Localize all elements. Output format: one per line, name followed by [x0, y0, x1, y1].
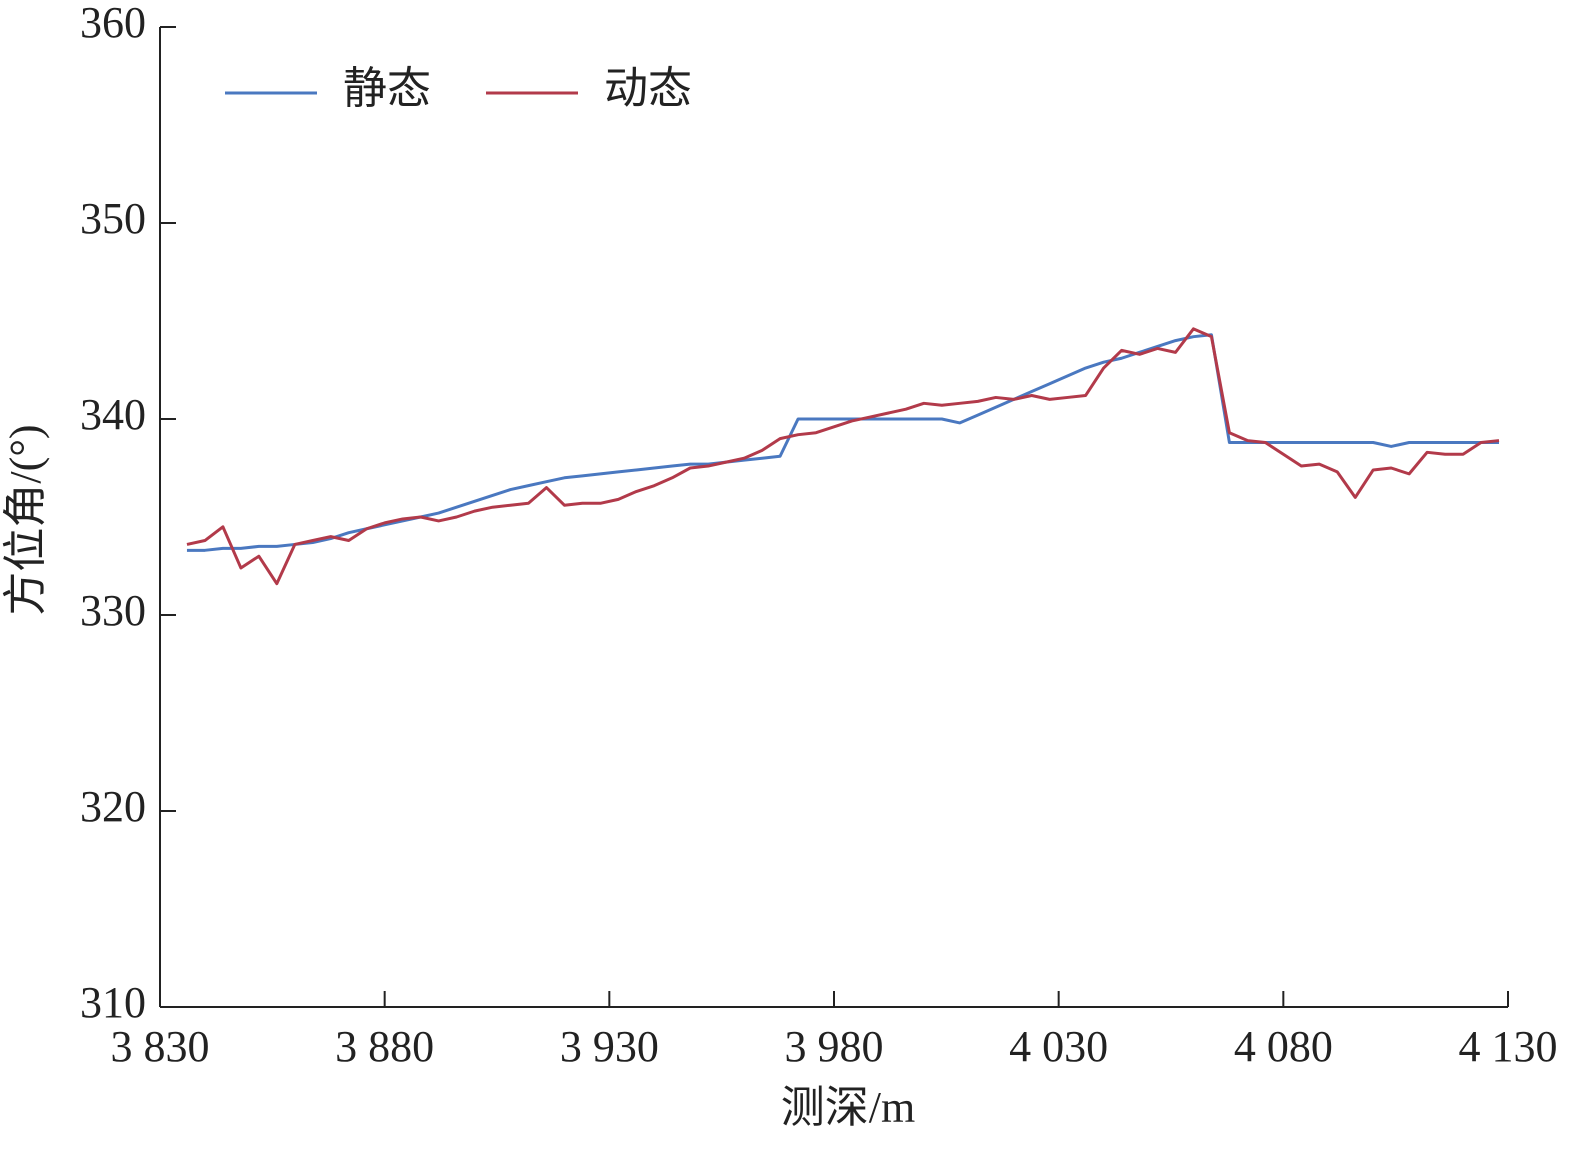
- legend-label: 动态: [604, 64, 692, 113]
- y-tick-label: 350: [80, 194, 146, 243]
- x-tick-label: 3 930: [560, 1022, 659, 1071]
- x-axis-label: 测深/m: [781, 1083, 915, 1132]
- x-tick-label: 4 130: [1459, 1022, 1558, 1071]
- y-tick-label: 330: [80, 586, 146, 635]
- y-axis-label: 方位角/(°): [1, 424, 50, 615]
- legend-label: 静态: [343, 64, 431, 113]
- y-tick-label: 310: [80, 978, 146, 1027]
- y-tick-label: 360: [80, 0, 146, 47]
- y-tick-label: 340: [80, 390, 146, 439]
- x-tick-label: 3 880: [335, 1022, 434, 1071]
- series-line: [186, 333, 1500, 552]
- series-line: [186, 327, 1500, 586]
- x-tick-label: 3 980: [785, 1022, 884, 1071]
- x-tick-label: 4 030: [1009, 1022, 1108, 1071]
- x-tick-label: 4 080: [1234, 1022, 1333, 1071]
- x-tick-label: 3 830: [111, 1022, 210, 1071]
- y-tick-label: 320: [80, 782, 146, 831]
